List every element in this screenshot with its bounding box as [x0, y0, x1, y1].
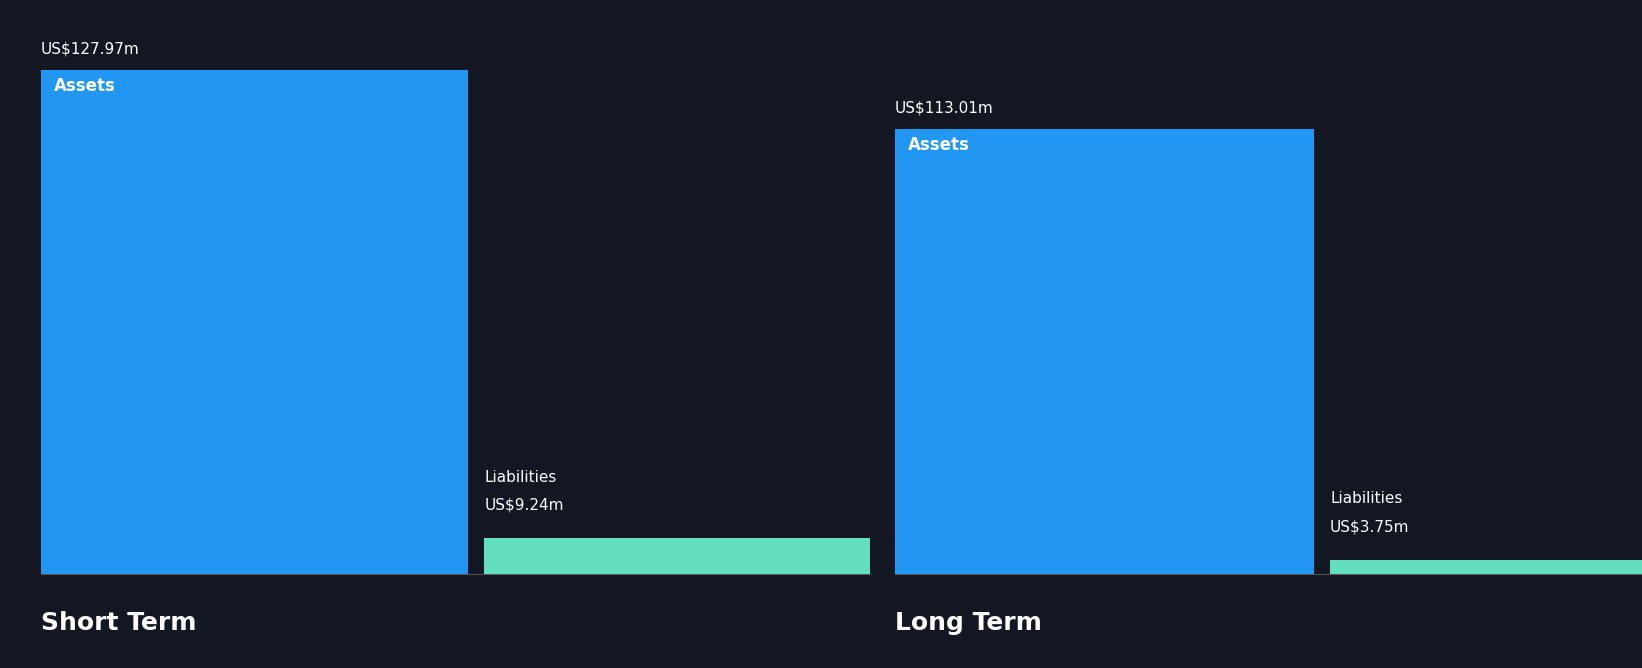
Text: US$113.01m: US$113.01m [895, 101, 993, 116]
Text: US$9.24m: US$9.24m [484, 498, 563, 512]
Text: Assets: Assets [54, 77, 117, 95]
Text: Liabilities: Liabilities [484, 470, 557, 484]
Text: US$3.75m: US$3.75m [1330, 519, 1409, 534]
Bar [484, 538, 870, 574]
Bar [1330, 560, 1642, 574]
Text: Liabilities: Liabilities [1330, 491, 1402, 506]
Bar [41, 70, 468, 574]
Bar [895, 129, 1314, 574]
Text: US$127.97m: US$127.97m [41, 42, 140, 57]
Text: Short Term: Short Term [41, 611, 197, 635]
Text: Long Term: Long Term [895, 611, 1041, 635]
Text: Assets: Assets [908, 136, 970, 154]
